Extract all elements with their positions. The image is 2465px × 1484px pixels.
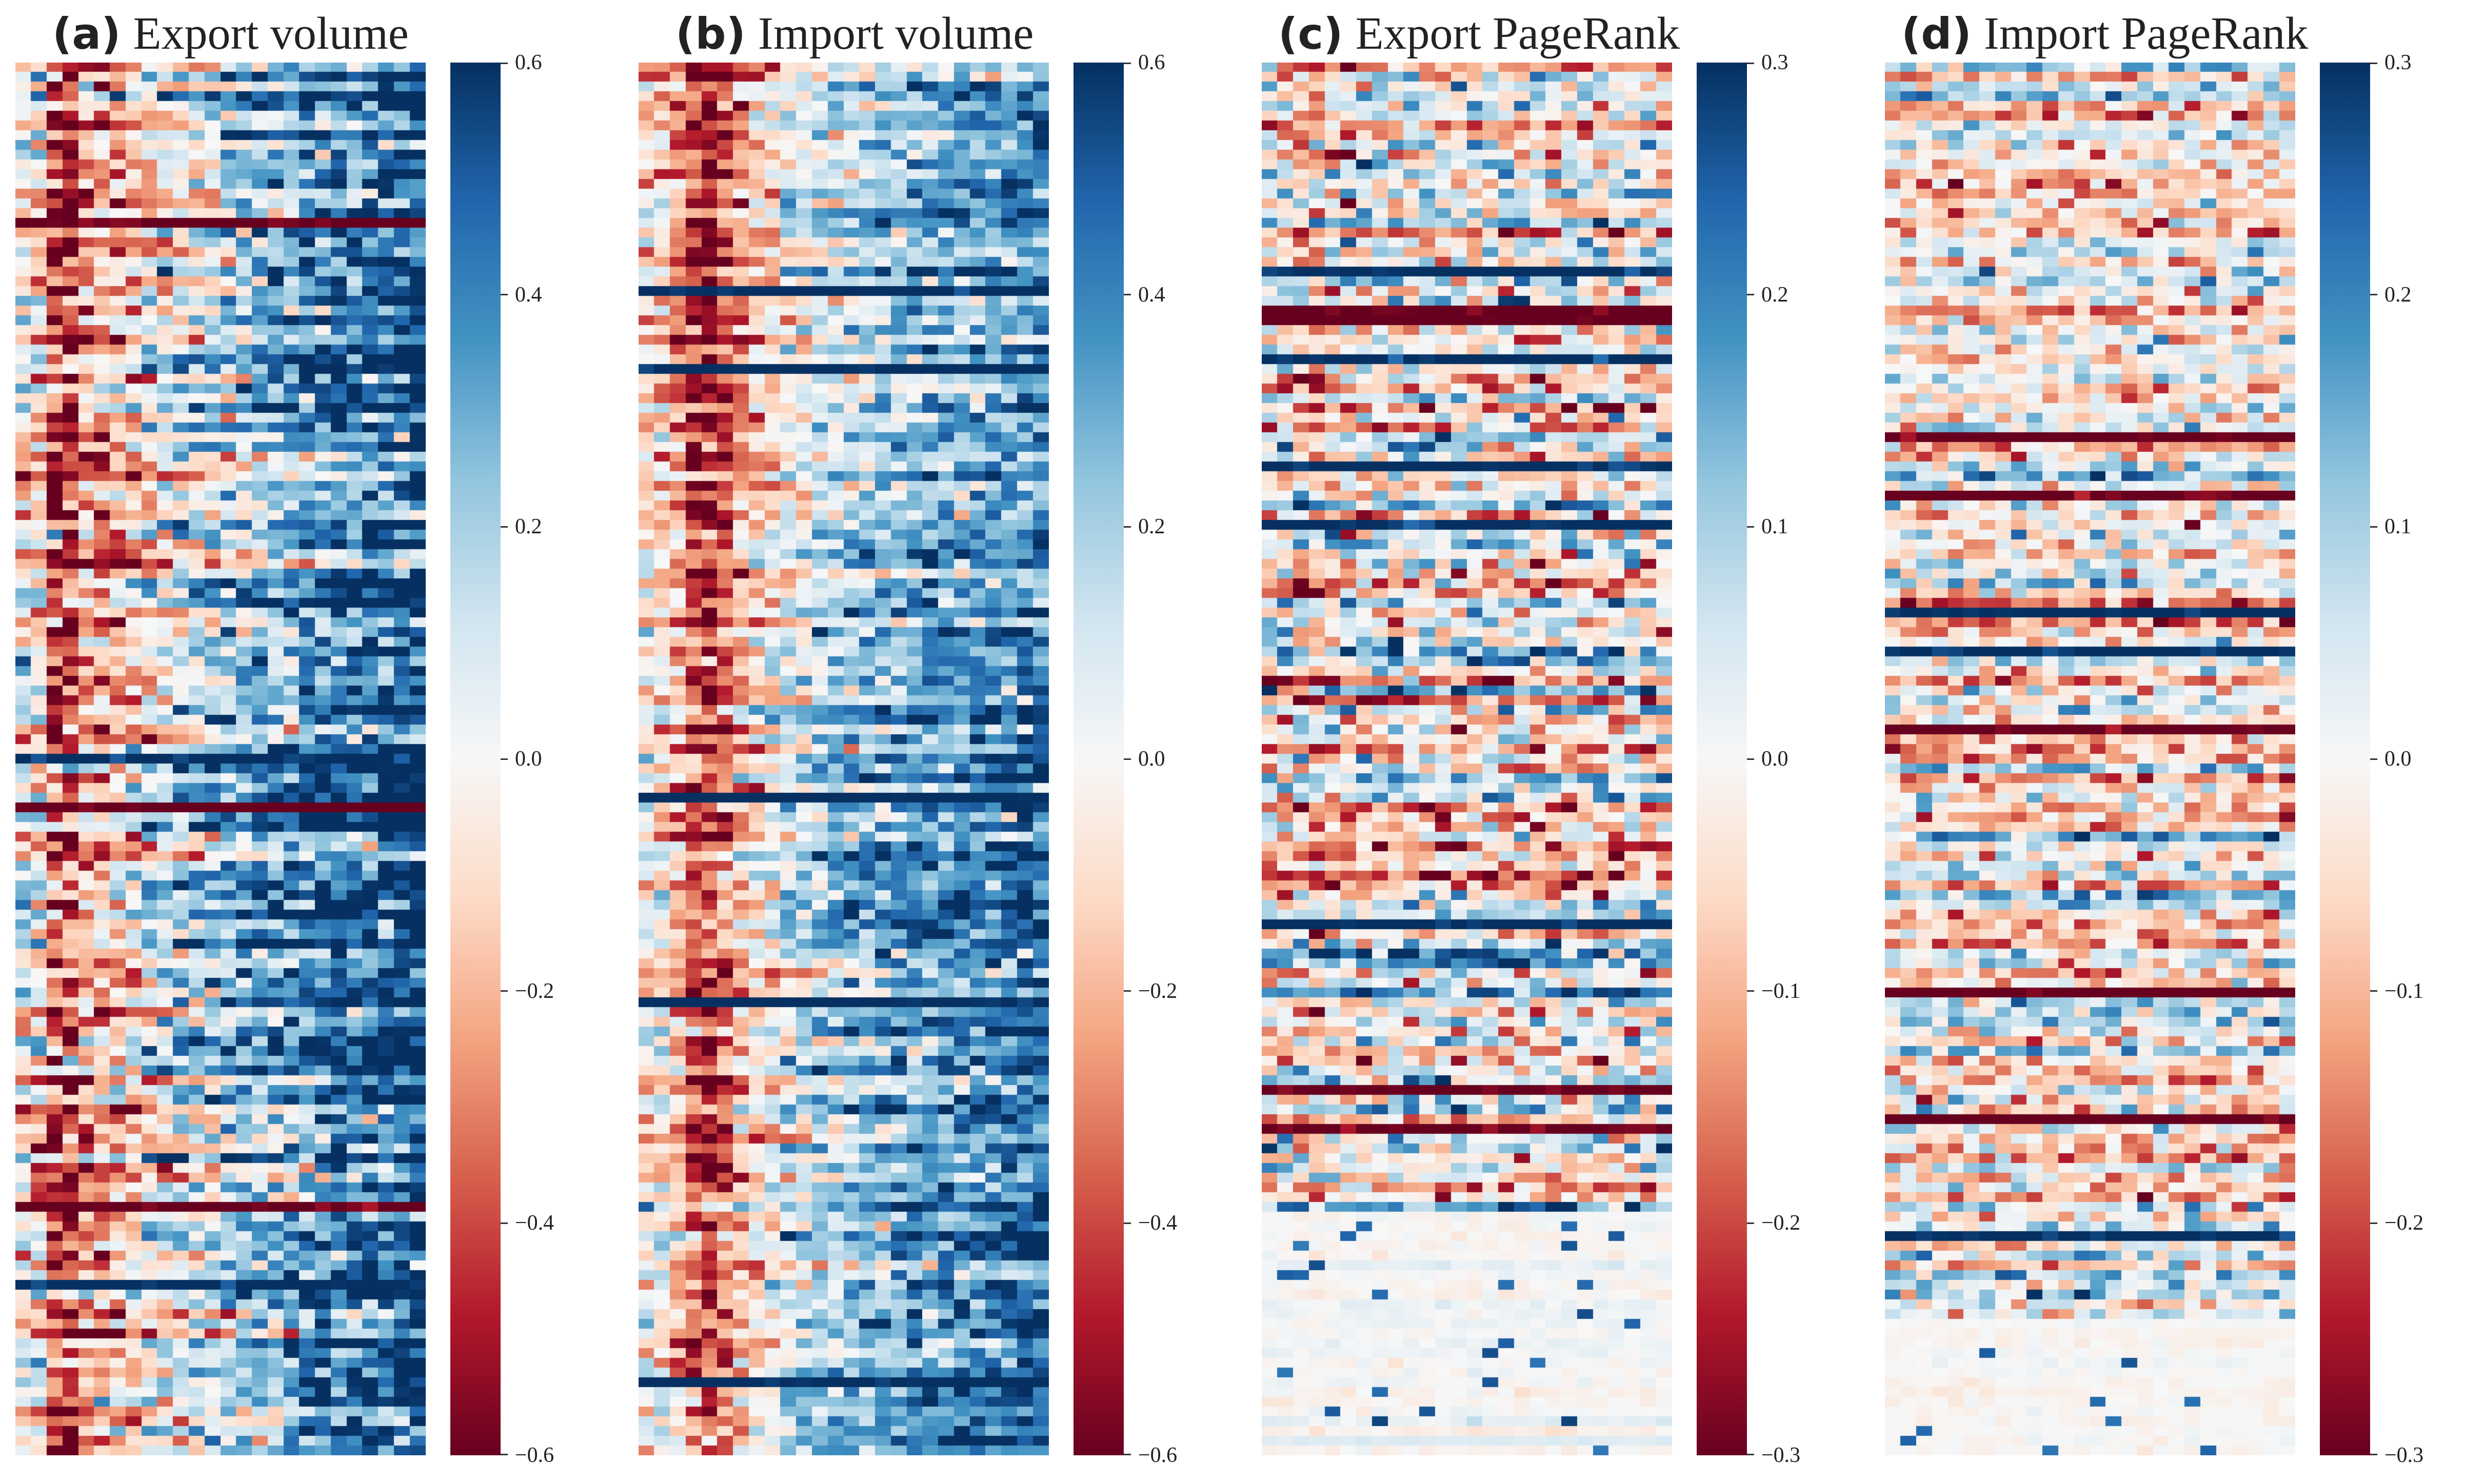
colorbar-tick-label: 0.0 — [2384, 747, 2412, 771]
panel-title: (b) Import volume — [675, 7, 1033, 59]
colorbar-tick — [2370, 294, 2377, 296]
colorbar-tick — [2370, 1222, 2377, 1224]
colorbar-tick-label: 0.0 — [515, 747, 542, 771]
panel-label: (c) — [1278, 9, 1343, 59]
panel-c: (c) Export PageRank 0.3 0.2 0.1 0.0 −0.1 −0.2… — [1262, 0, 1885, 1484]
panel-title: (d) Import PageRank — [1901, 7, 2308, 59]
colorbar-tick-label: 0.6 — [515, 51, 542, 74]
panel-title-text: Import volume — [758, 8, 1034, 59]
colorbar-gradient — [2320, 63, 2370, 1455]
colorbar-tick — [1124, 1222, 1131, 1224]
colorbar-tick-label: 0.2 — [2384, 283, 2412, 307]
colorbar-tick — [2370, 526, 2377, 528]
colorbar-tick-label: −0.1 — [2384, 979, 2424, 1003]
colorbar-tick — [501, 1222, 508, 1224]
heatmap-import-pagerank — [1885, 63, 2295, 1455]
panel-title-text: Export PageRank — [1355, 8, 1680, 59]
colorbar-tick-label: 0.2 — [515, 515, 542, 539]
colorbar: 0.6 0.4 0.2 0.0 −0.2 −0.4 −0.6 — [450, 52, 554, 1466]
colorbar-tick — [1747, 526, 1754, 528]
colorbar-tick-label: 0.6 — [1138, 51, 1165, 74]
colorbar-tick-label: 0.4 — [515, 283, 542, 307]
colorbar-tick — [1124, 990, 1131, 992]
colorbar-gradient — [1697, 63, 1747, 1455]
colorbar-tick — [501, 758, 508, 760]
colorbar-tick-label: 0.0 — [1761, 747, 1788, 771]
colorbar-tick-label: −0.1 — [1761, 979, 1801, 1003]
colorbar-tick-label: 0.4 — [1138, 283, 1165, 307]
panel-title-text: Export volume — [133, 8, 409, 59]
colorbar-tick-label: 0.2 — [1138, 515, 1165, 539]
colorbar-tick — [501, 526, 508, 528]
panel-label: (a) — [52, 9, 121, 59]
colorbar-tick — [1124, 526, 1131, 528]
colorbar-tick-label: 0.1 — [2384, 515, 2412, 539]
panel-b: (b) Import volume 0.6 0.4 0.2 0.0 −0.2 −0.4 −0… — [639, 0, 1262, 1484]
panel-title-text: Import PageRank — [1983, 8, 2309, 59]
panel-label: (d) — [1901, 9, 1972, 59]
colorbar-tick-label: 0.3 — [2384, 51, 2412, 74]
colorbar-tick — [1747, 1454, 1754, 1455]
heatmap-export-pagerank — [1262, 63, 1672, 1455]
colorbar-tick-label: −0.2 — [1761, 1211, 1801, 1235]
colorbar-tick-label: −0.4 — [515, 1211, 554, 1235]
colorbar: 0.3 0.2 0.1 0.0 −0.1 −0.2 −0.3 — [2320, 52, 2423, 1466]
colorbar-tick — [501, 63, 508, 64]
panel-title: (c) Export PageRank — [1278, 7, 1680, 59]
colorbar-gradient — [1074, 63, 1124, 1455]
colorbar-tick-label: −0.6 — [1138, 1443, 1178, 1467]
heatmap-import-volume — [639, 63, 1049, 1455]
panel-title: (a) Export volume — [52, 7, 409, 59]
colorbar-tick-label: 0.3 — [1761, 51, 1788, 74]
colorbar-tick — [1124, 63, 1131, 64]
colorbar-tick — [2370, 1454, 2377, 1455]
colorbar-tick-label: −0.2 — [2384, 1211, 2424, 1235]
panel-a: (a) Export volume 0.6 0.4 0.2 0.0 −0.2 −0.4 −0… — [15, 0, 639, 1484]
colorbar-tick-label: −0.4 — [1138, 1211, 1178, 1235]
colorbar-tick — [2370, 990, 2377, 992]
colorbar: 0.6 0.4 0.2 0.0 −0.2 −0.4 −0.6 — [1074, 52, 1177, 1466]
colorbar-tick — [2370, 63, 2377, 64]
colorbar-tick-label: −0.6 — [515, 1443, 554, 1467]
colorbar-gradient — [450, 63, 501, 1455]
colorbar-tick-label: 0.0 — [1138, 747, 1165, 771]
colorbar-tick-label: −0.2 — [1138, 979, 1178, 1003]
colorbar-tick — [1747, 1222, 1754, 1224]
colorbar: 0.3 0.2 0.1 0.0 −0.1 −0.2 −0.3 — [1697, 52, 1800, 1466]
colorbar-tick — [1124, 758, 1131, 760]
colorbar-tick-label: 0.2 — [1761, 283, 1788, 307]
colorbar-tick — [1747, 758, 1754, 760]
colorbar-tick — [501, 294, 508, 296]
colorbar-tick — [501, 1454, 508, 1455]
colorbar-tick-label: −0.2 — [515, 979, 554, 1003]
colorbar-tick-label: −0.3 — [2384, 1443, 2424, 1467]
panel-label: (b) — [675, 9, 746, 59]
colorbar-tick — [1747, 63, 1754, 64]
colorbar-tick-label: 0.1 — [1761, 515, 1788, 539]
colorbar-tick — [2370, 758, 2377, 760]
colorbar-tick — [1124, 294, 1131, 296]
colorbar-tick — [1747, 294, 1754, 296]
heatmap-export-volume — [15, 63, 426, 1455]
colorbar-tick — [1747, 990, 1754, 992]
panel-d: (d) Import PageRank 0.3 0.2 0.1 0.0 −0.1 −0.2… — [1885, 0, 2465, 1484]
colorbar-tick — [1124, 1454, 1131, 1455]
colorbar-tick — [501, 990, 508, 992]
colorbar-tick-label: −0.3 — [1761, 1443, 1801, 1467]
